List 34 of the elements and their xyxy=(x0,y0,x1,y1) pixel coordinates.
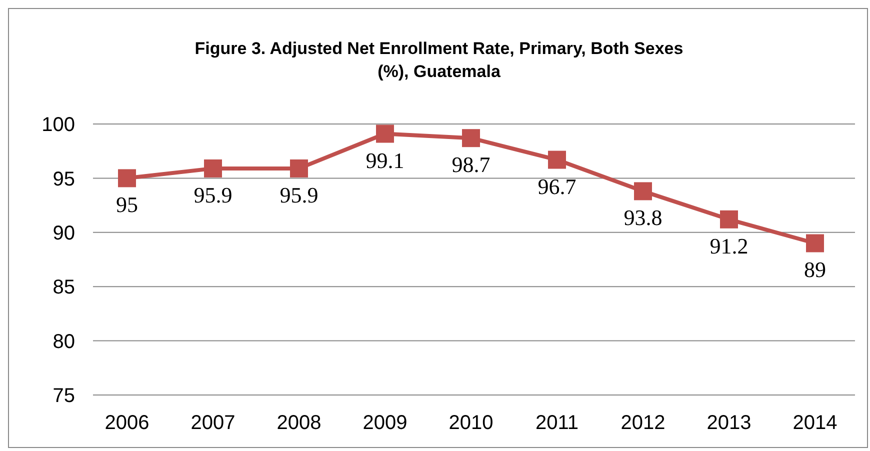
x-tick-label: 2006 xyxy=(104,412,150,434)
x-tick-label: 2012 xyxy=(620,412,666,434)
data-label: 96.7 xyxy=(538,174,576,199)
point xyxy=(462,129,480,148)
point xyxy=(376,124,394,143)
data-label: 95 xyxy=(116,192,138,218)
point xyxy=(204,159,222,178)
point xyxy=(548,150,566,169)
y-tick-label: 95 xyxy=(52,168,75,190)
y-tick-label: 100 xyxy=(42,114,75,136)
data-label: 95.9 xyxy=(194,182,232,208)
y-tick-label: 75 xyxy=(52,385,75,408)
point xyxy=(720,210,738,228)
data-label: 95.9 xyxy=(280,182,318,208)
chart-title: Figure 3. Adjusted Net Enrollment Rate, Primary, Both Sexes (%), Guatemala xyxy=(194,38,684,83)
y-tick-label: 90 xyxy=(52,222,75,244)
x-tick-label: 2008 xyxy=(276,412,322,434)
x-tick-label: 2010 xyxy=(448,412,494,434)
point xyxy=(806,234,824,252)
x-tick-label: 2009 xyxy=(362,412,408,434)
x-tick-label: 2007 xyxy=(190,412,236,434)
x-tick-label: 2014 xyxy=(792,412,838,434)
point xyxy=(118,169,136,188)
data-label: 99.1 xyxy=(366,148,404,173)
point xyxy=(290,159,308,178)
data-label: 91.2 xyxy=(710,233,748,258)
point xyxy=(634,182,652,200)
y-tick-label: 85 xyxy=(52,276,75,299)
data-label: 89 xyxy=(804,257,826,282)
y-tick-label: 80 xyxy=(52,330,75,353)
data-label: 98.7 xyxy=(452,152,490,178)
x-tick-label: 2013 xyxy=(706,412,752,434)
data-label: 93.8 xyxy=(624,205,662,230)
x-tick-label: 2011 xyxy=(535,412,579,434)
